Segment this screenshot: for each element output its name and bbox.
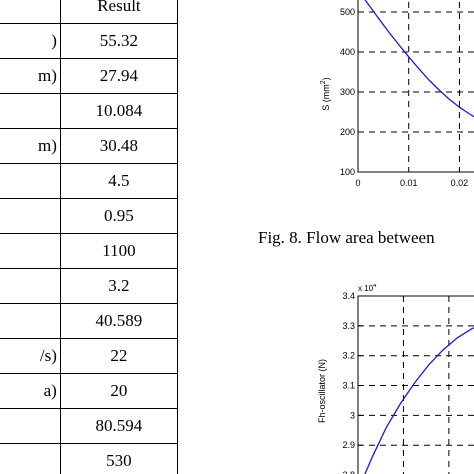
result-cell: 4.5: [59, 163, 179, 199]
fig9-y-tick-label: 2.8: [342, 470, 355, 474]
table-row: m) 27.94: [0, 58, 179, 94]
result-cell: 27.94: [59, 58, 179, 94]
result-cell: 20: [59, 373, 179, 409]
fig9-plot-area: [357, 295, 474, 474]
fig8-y-tick-label: 200: [340, 127, 355, 137]
fig8-series-line: [364, 0, 474, 118]
parameter-cell: ): [0, 23, 61, 59]
result-cell: 30.48: [59, 128, 179, 164]
fig9-scale-label-base: x 10: [358, 284, 374, 293]
fig8-x-tick-label: 0: [355, 178, 360, 188]
fig8-y-tick-label: 300: [340, 87, 355, 97]
table-row: a) 20: [0, 373, 179, 409]
fig8-y-tick-label: 400: [340, 47, 355, 57]
table-header-row: Result: [0, 0, 179, 24]
result-cell: 40.589: [59, 303, 179, 339]
fig8-y-axis-label: S (mm2): [320, 77, 331, 110]
fig8-y-axis-label-base: S (mm: [321, 84, 331, 111]
parameter-cell: [0, 303, 61, 339]
fig8-y-axis-label-close: ): [321, 77, 331, 80]
table-row: 80.594: [0, 408, 179, 444]
fig8-y-tick-label: 500: [340, 7, 355, 17]
parameter-cell: [0, 163, 61, 199]
fig9-y-axis-label: Fh-oscillator (N): [317, 359, 327, 423]
parameter-cell: m): [0, 58, 61, 94]
fig8-y-tick-label: 100: [340, 167, 355, 177]
fig8-x-tick-label: 0.02: [451, 178, 469, 188]
parameter-table-region: Result) 55.32 m) 27.94 10.084 m) 30.48 4.5 0.95 1…: [0, 0, 179, 474]
figure-9-chart: 2.8 2.9 3 3.1 3.2 3.3 3.4x 104 Fh-oscillator (N…: [317, 284, 474, 474]
result-cell: 10.084: [59, 93, 179, 129]
header-parameter-cell: [0, 0, 61, 24]
result-cell: 1100: [59, 233, 179, 269]
table-row: 10.084: [0, 93, 179, 129]
parameter-cell: [0, 93, 61, 129]
fig9-y-tick-label: 3.4: [342, 291, 355, 301]
result-cell: 3.2: [59, 268, 179, 304]
fig9-y-tick-label: 3.1: [342, 381, 355, 391]
fig8-y-axis-label-exp: 2: [320, 80, 327, 84]
fig9-y-tick-label: 2.9: [342, 440, 355, 450]
table-row: 4.5: [0, 163, 179, 199]
fig8-x-tick-label: 0.01: [400, 178, 418, 188]
parameter-cell: [0, 198, 61, 234]
table-row: 530: [0, 443, 179, 474]
result-cell: 0.95: [59, 198, 179, 234]
fig9-y-tick-label: 3: [350, 410, 355, 420]
result-cell: 22: [59, 338, 179, 374]
parameter-cell: a): [0, 373, 61, 409]
parameter-cell: /s): [0, 338, 61, 374]
parameter-table: Result) 55.32 m) 27.94 10.084 m) 30.48 4.5 0.95 1…: [0, 0, 179, 474]
fig8-plot-area: [357, 0, 474, 173]
parameter-cell: [0, 268, 61, 304]
table-row: m) 30.48: [0, 128, 179, 164]
table-row: 1100: [0, 233, 179, 269]
fig9-series-line: [364, 327, 474, 474]
parameter-cell: [0, 443, 61, 474]
fig9-scale-label: x 104: [358, 284, 377, 293]
parameter-cell: m): [0, 128, 61, 164]
parameter-cell: [0, 408, 61, 444]
table-row: 3.2: [0, 268, 179, 304]
figure-8-chart: 0 0.01 0.02 100 200 300 400 500 S (mm2): [320, 0, 474, 188]
parameter-cell: [0, 233, 61, 269]
figure-8-caption: Fig. 8. Flow area between: [258, 228, 435, 247]
result-cell: 80.594: [59, 408, 179, 444]
table-row: /s) 22: [0, 338, 179, 374]
table-row: 40.589: [0, 303, 179, 339]
fig9-y-tick-label: 3.2: [342, 351, 355, 361]
header-result-cell: Result: [59, 0, 179, 24]
table-row: 0.95: [0, 198, 179, 234]
result-cell: 530: [59, 443, 179, 474]
fig9-y-tick-label: 3.3: [342, 321, 355, 331]
fig9-scale-label-exp: 4: [373, 284, 377, 289]
result-cell: 55.32: [59, 23, 179, 59]
table-row: ) 55.32: [0, 23, 179, 59]
